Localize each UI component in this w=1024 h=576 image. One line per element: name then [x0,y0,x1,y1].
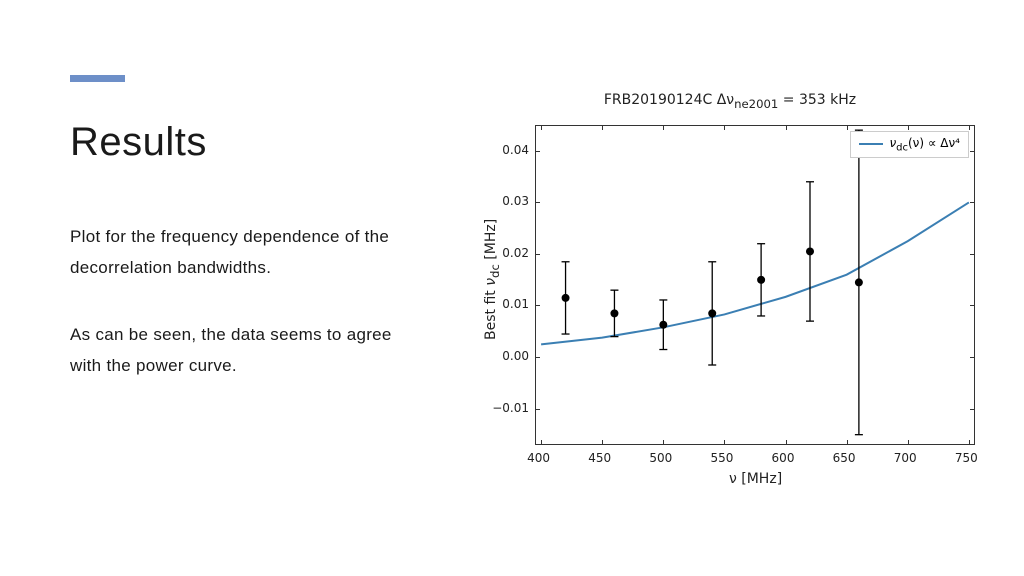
paragraph-2: As can be seen, the data seems to agree … [70,320,400,381]
page-title: Results [70,120,207,165]
chart-title: FRB20190124C Δνne2001 = 353 kHz [465,92,995,111]
xtick-label: 750 [955,451,978,465]
ytick-label: 0.00 [489,349,529,363]
chart-container: FRB20190124C Δνne2001 = 353 kHz −0.01 0.0… [465,92,995,512]
y-axis-label: Best fit νdc [MHz] [483,219,502,340]
xtick-label: 650 [833,451,856,465]
ytick-label: 0.04 [489,143,529,157]
xtick-label: 550 [710,451,733,465]
legend: νdc(ν) ∝ Δν⁴ [850,131,969,158]
x-axis-label: ν [MHz] [729,471,782,487]
plot-area: −0.010.000.010.020.030.04400450500550600… [465,115,995,500]
xtick-label: 700 [894,451,917,465]
paragraph-1: Plot for the frequency dependence of the… [70,222,400,283]
ytick-label: 0.03 [489,194,529,208]
xtick-label: 600 [772,451,795,465]
accent-bar [70,75,125,82]
ytick-label: −0.01 [489,401,529,415]
xtick-label: 450 [588,451,611,465]
xtick-label: 500 [649,451,672,465]
xtick-label: 400 [527,451,550,465]
